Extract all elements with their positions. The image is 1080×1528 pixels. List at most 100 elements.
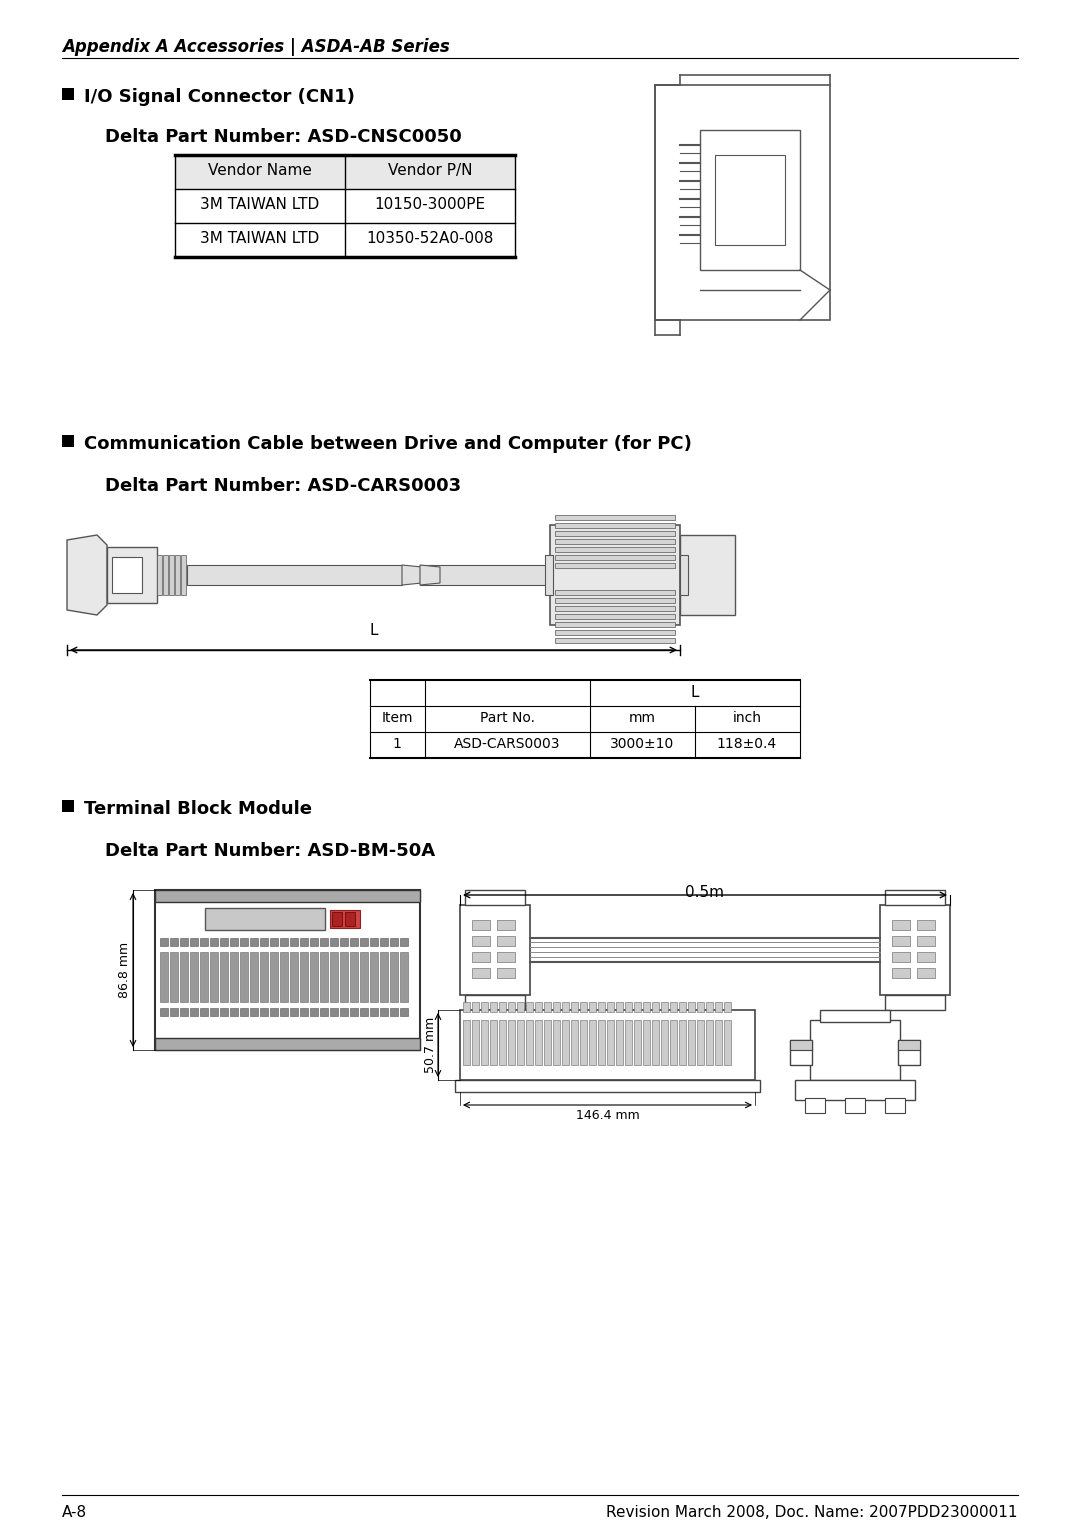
Bar — [156, 889, 420, 902]
Bar — [230, 1008, 238, 1016]
Bar — [360, 1008, 368, 1016]
Bar — [917, 952, 935, 963]
Bar — [460, 1010, 755, 1080]
Bar — [260, 938, 268, 946]
Bar — [562, 1021, 569, 1065]
Bar — [205, 908, 325, 931]
Bar — [360, 938, 368, 946]
Text: 3M TAIWAN LTD: 3M TAIWAN LTD — [201, 197, 320, 212]
Bar — [463, 1002, 470, 1012]
Bar — [472, 1021, 480, 1065]
Bar — [555, 523, 675, 529]
Bar — [370, 952, 378, 1002]
Bar — [160, 1008, 168, 1016]
Text: Part No.: Part No. — [480, 711, 535, 724]
Bar — [320, 952, 328, 1002]
Bar — [332, 912, 342, 926]
Bar — [62, 89, 75, 99]
Bar — [555, 639, 675, 643]
Bar — [320, 1008, 328, 1016]
Bar — [460, 905, 530, 995]
Bar — [670, 1002, 677, 1012]
Bar — [917, 969, 935, 978]
Bar — [634, 1021, 642, 1065]
Bar — [160, 952, 168, 1002]
Bar — [472, 1002, 480, 1012]
Text: Terminal Block Module: Terminal Block Module — [84, 801, 312, 817]
Bar — [892, 969, 910, 978]
Bar — [490, 1002, 497, 1012]
Bar — [310, 938, 318, 946]
Bar — [526, 1002, 534, 1012]
Bar — [497, 937, 515, 946]
Bar — [517, 1002, 524, 1012]
Bar — [917, 920, 935, 931]
Bar — [526, 1021, 534, 1065]
Bar — [420, 565, 550, 585]
Text: A-8: A-8 — [62, 1505, 87, 1520]
Bar — [700, 130, 800, 270]
Text: ASD-CARS0003: ASD-CARS0003 — [454, 736, 561, 750]
Bar — [499, 1002, 507, 1012]
Text: 1: 1 — [392, 736, 402, 750]
Bar — [260, 952, 268, 1002]
Bar — [625, 1002, 632, 1012]
Bar — [210, 1008, 218, 1016]
Bar — [616, 1002, 623, 1012]
Bar — [885, 889, 945, 905]
Bar — [680, 535, 735, 614]
Text: 118±0.4: 118±0.4 — [717, 736, 778, 750]
Bar — [340, 1008, 348, 1016]
Bar — [508, 1021, 515, 1065]
Bar — [481, 1002, 488, 1012]
Bar — [571, 1002, 578, 1012]
Bar — [555, 614, 675, 619]
Bar — [190, 938, 198, 946]
Bar — [291, 952, 298, 1002]
Bar — [465, 995, 525, 1010]
Text: 3000±10: 3000±10 — [610, 736, 674, 750]
Text: Appendix A Accessories | ASDA-AB Series: Appendix A Accessories | ASDA-AB Series — [62, 38, 449, 57]
Bar — [670, 1021, 677, 1065]
Text: Communication Cable between Drive and Computer (for PC): Communication Cable between Drive and Co… — [84, 435, 692, 452]
Bar — [652, 1021, 659, 1065]
Bar — [580, 1002, 588, 1012]
Bar — [589, 1021, 596, 1065]
Bar — [200, 1008, 208, 1016]
Bar — [107, 547, 157, 604]
Bar — [810, 1021, 900, 1080]
Bar — [544, 1021, 551, 1065]
Bar — [508, 1002, 515, 1012]
Text: L: L — [369, 623, 378, 639]
Bar — [330, 952, 338, 1002]
Bar — [550, 526, 680, 625]
Bar — [280, 952, 288, 1002]
Bar — [400, 938, 408, 946]
Bar — [249, 952, 258, 1002]
Bar — [472, 920, 490, 931]
Bar — [360, 952, 368, 1002]
Bar — [555, 607, 675, 611]
Bar — [320, 938, 328, 946]
Bar — [472, 952, 490, 963]
Bar — [180, 1008, 188, 1016]
Bar — [345, 912, 355, 926]
Polygon shape — [402, 565, 422, 585]
Bar — [724, 1021, 731, 1065]
Bar — [163, 555, 168, 594]
Bar — [340, 952, 348, 1002]
Bar — [607, 1021, 615, 1065]
Bar — [490, 1021, 497, 1065]
Bar — [885, 995, 945, 1010]
Bar — [190, 1008, 198, 1016]
Bar — [187, 565, 402, 585]
Bar — [330, 1008, 338, 1016]
Bar — [571, 1021, 578, 1065]
Bar — [62, 801, 75, 811]
Bar — [230, 938, 238, 946]
Bar — [535, 1002, 542, 1012]
Bar — [291, 1008, 298, 1016]
Bar — [380, 952, 388, 1002]
Bar — [706, 1021, 713, 1065]
Bar — [240, 938, 248, 946]
